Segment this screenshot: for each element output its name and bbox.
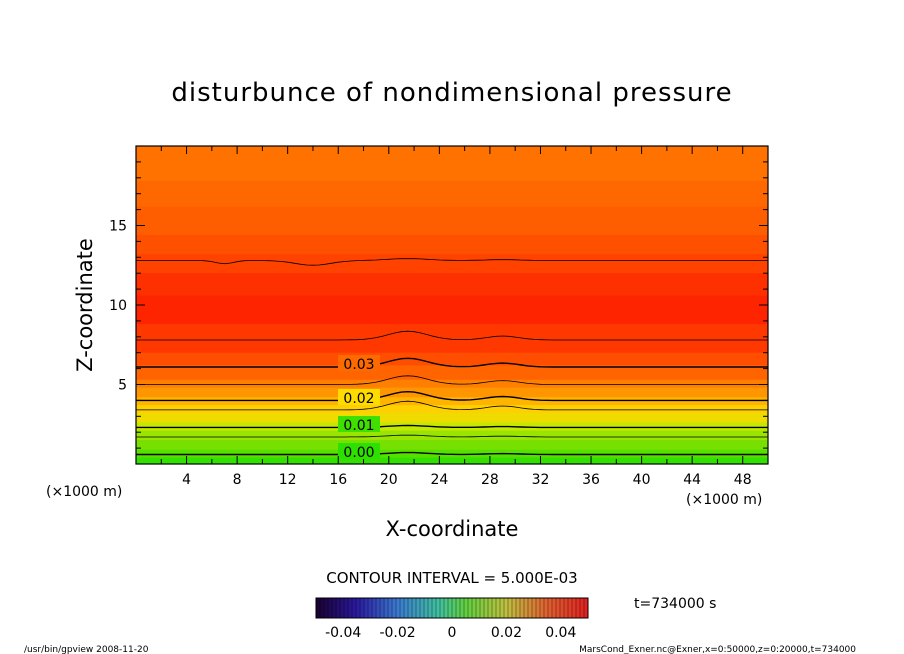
x-tick-label-28: 28 bbox=[481, 472, 499, 488]
x-tick-label-36: 36 bbox=[582, 472, 600, 488]
x-tick-label-32: 32 bbox=[532, 472, 550, 488]
x-tick-label-12: 12 bbox=[279, 472, 297, 488]
contour-line-1 bbox=[136, 434, 768, 438]
contour-label-0-00: 0.00 bbox=[343, 445, 374, 461]
contour-label-bg-3 bbox=[338, 355, 380, 371]
contour-line-7 bbox=[136, 330, 768, 341]
y-tick-label-10: 10 bbox=[109, 298, 127, 314]
chart-title: disturbunce of nondimensional pressure bbox=[171, 78, 732, 108]
contour-label-bg-0 bbox=[338, 443, 380, 459]
color-bands bbox=[136, 146, 768, 464]
contour-line-0 bbox=[136, 451, 768, 456]
contour-line-5 bbox=[136, 375, 768, 385]
x-tick-label-24: 24 bbox=[430, 472, 448, 488]
y-tick-label-5: 5 bbox=[118, 378, 127, 394]
colorbar-ticks: -0.04 -0.02 0 0.02 0.04 bbox=[325, 625, 576, 641]
x-tick-label-44: 44 bbox=[683, 472, 701, 488]
contour-line-6 bbox=[136, 357, 768, 368]
footer-left: /usr/bin/gpview 2008-11-20 bbox=[24, 645, 149, 654]
contour-lines bbox=[136, 258, 768, 456]
footer-right: MarsCond_Exner.nc@Exner,x=0:50000,z=0:20… bbox=[579, 645, 856, 654]
contour-line-3 bbox=[136, 400, 768, 411]
colorbar-tick-label-0.02: 0.02 bbox=[491, 625, 522, 641]
contour-line-2 bbox=[136, 424, 768, 429]
contour-label-bg-2 bbox=[338, 389, 380, 405]
contour-label-group: 0.00 0.01 0.02 0.03 bbox=[338, 355, 380, 461]
y-axis-ticks: 5 10 15 bbox=[109, 161, 768, 449]
colorbar-tick-label--0.04: -0.04 bbox=[325, 625, 361, 641]
x-unit-left: (×1000 m) bbox=[46, 484, 122, 500]
x-unit-right: (×1000 m) bbox=[686, 492, 762, 508]
color-band-20 bbox=[136, 146, 768, 181]
colorbar-tick-label--0.02: -0.02 bbox=[379, 625, 415, 641]
contour-label-0-02: 0.02 bbox=[343, 391, 374, 407]
contour-label-bg-1 bbox=[338, 416, 380, 432]
y-axis-title: Z-coordinate bbox=[73, 238, 97, 372]
x-tick-label-48: 48 bbox=[734, 472, 752, 488]
time-label: t=734000 s bbox=[634, 596, 716, 612]
colorbar-stripes bbox=[315, 598, 585, 618]
colorbar-tick-label-0: 0 bbox=[448, 625, 457, 641]
contour-line-4 bbox=[136, 390, 768, 402]
plot-area bbox=[136, 146, 768, 464]
colorbar: -0.04 -0.02 0 0.02 0.04 bbox=[315, 597, 589, 641]
x-tick-label-20: 20 bbox=[380, 472, 398, 488]
y-tick-label-15: 15 bbox=[109, 219, 127, 235]
colorbar-frame bbox=[315, 597, 589, 619]
x-axis-ticks: 4 8 12 16 20 24 28 32 36 40 44 48 bbox=[160, 146, 769, 488]
contour-label-0-01: 0.01 bbox=[343, 418, 374, 434]
colorbar-tick-label-0.04: 0.04 bbox=[545, 625, 576, 641]
x-tick-label-40: 40 bbox=[633, 472, 651, 488]
x-axis-title: X-coordinate bbox=[386, 517, 519, 541]
x-tick-label-16: 16 bbox=[329, 472, 347, 488]
colorbar-fill bbox=[316, 598, 588, 618]
contour-line-8 bbox=[136, 258, 768, 266]
x-tick-label-8: 8 bbox=[233, 472, 242, 488]
contour-interval: CONTOUR INTERVAL = 5.000E-03 bbox=[326, 569, 577, 587]
x-tick-label-4: 4 bbox=[182, 472, 191, 488]
contour-label-0-03: 0.03 bbox=[343, 357, 374, 373]
